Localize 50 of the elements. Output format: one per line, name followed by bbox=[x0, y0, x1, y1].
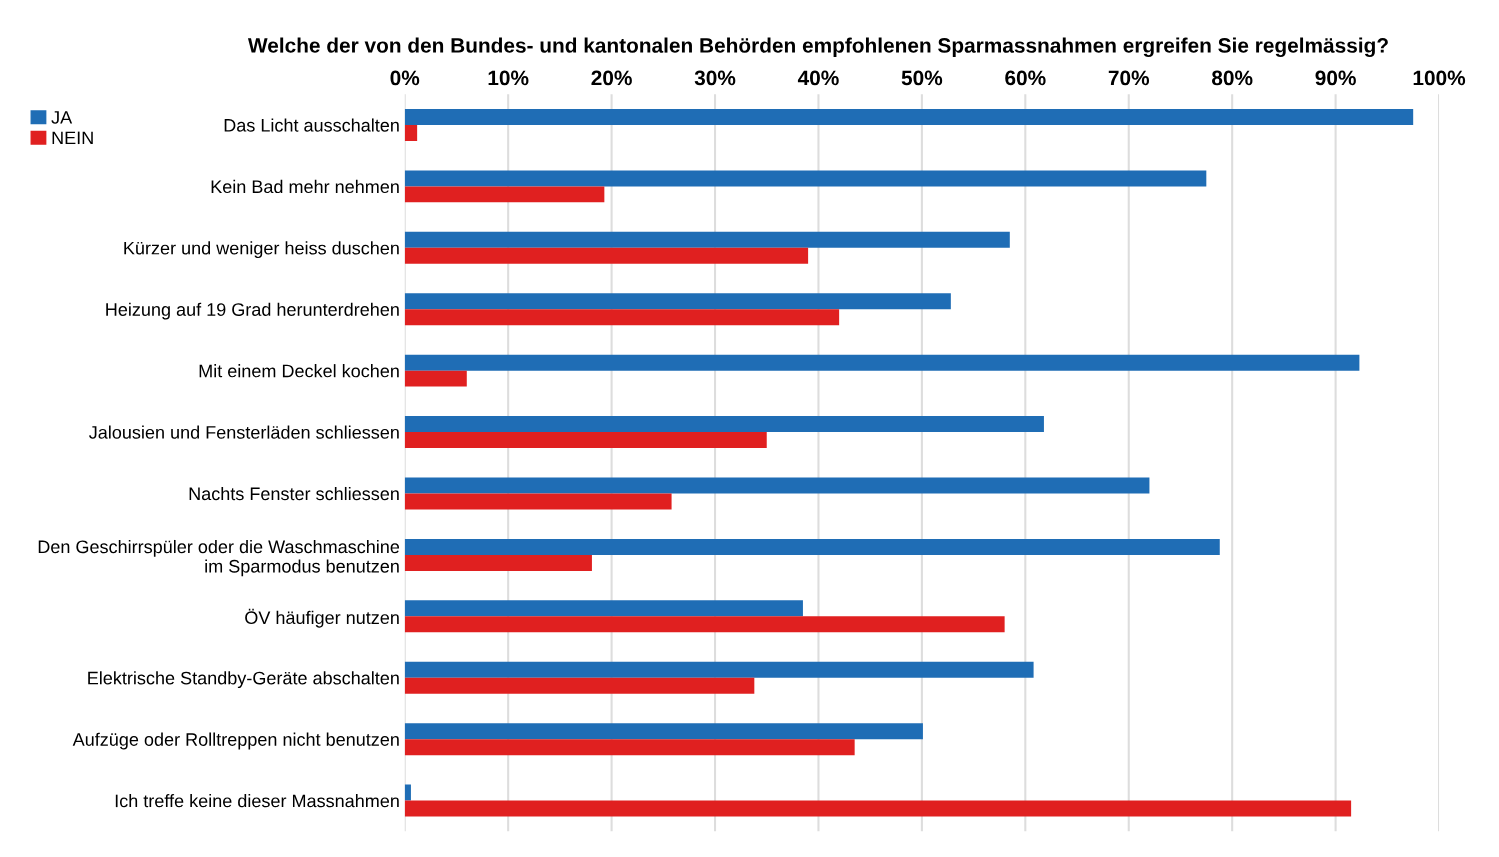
bar bbox=[404, 600, 803, 617]
bar bbox=[404, 677, 755, 694]
bar bbox=[404, 432, 767, 449]
x-tick-label: 80% bbox=[1211, 70, 1253, 86]
y-tick-label: Jalousien und Fensterläden schliessen bbox=[89, 425, 399, 439]
bar bbox=[404, 186, 605, 203]
bar bbox=[404, 554, 592, 571]
x-tick-label: 70% bbox=[1108, 70, 1150, 86]
y-tick-label: Aufzüge oder Rolltreppen nicht benutzen bbox=[72, 732, 399, 750]
x-tick-label: 20% bbox=[591, 70, 632, 86]
y-tick-label: Das Licht ausschalten bbox=[224, 118, 399, 132]
y-tick-label: ÖV häufiger nutzen bbox=[245, 608, 399, 628]
legend-label: JA bbox=[51, 111, 73, 124]
x-tick-label: 60% bbox=[1005, 70, 1046, 86]
bar bbox=[404, 800, 1352, 817]
bar bbox=[404, 170, 1207, 187]
legend-label: NEIN bbox=[52, 131, 93, 145]
x-tick-label: 100% bbox=[1413, 70, 1466, 86]
bar bbox=[404, 416, 1044, 433]
x-tick-label: 0% bbox=[390, 70, 420, 86]
x-tick-label: 90% bbox=[1315, 70, 1356, 86]
bar bbox=[404, 477, 1150, 494]
bar bbox=[404, 616, 1005, 633]
bar bbox=[404, 739, 855, 756]
x-tick-label: 50% bbox=[901, 70, 943, 86]
y-tick-label: Ich treffe keine dieser Massnahmen bbox=[115, 794, 399, 808]
bar bbox=[404, 309, 840, 326]
bar bbox=[404, 370, 467, 387]
bar bbox=[404, 124, 418, 141]
y-tick-label: Heizung auf 19 Grad herunterdrehen bbox=[106, 302, 399, 320]
x-tick-label: 10% bbox=[488, 70, 529, 86]
bar bbox=[404, 723, 923, 740]
y-tick-label: Den Geschirrspüler oder die Waschmaschine im Sparmodus benutzen bbox=[38, 539, 400, 577]
bar bbox=[404, 538, 1220, 555]
y-tick-label: Kein Bad mehr nehmen bbox=[211, 179, 399, 194]
x-tick-label: 30% bbox=[694, 70, 736, 86]
bar bbox=[404, 293, 951, 310]
bar bbox=[404, 784, 411, 801]
bar bbox=[404, 354, 1360, 371]
bar bbox=[404, 661, 1034, 678]
bar bbox=[404, 231, 1010, 248]
x-tick-label: 40% bbox=[797, 70, 839, 86]
y-tick-label: Kürzer und weniger heiss duschen bbox=[124, 241, 399, 259]
bar bbox=[404, 247, 809, 264]
y-tick-label: Elektrische Standby-Geräte abschalten bbox=[88, 671, 399, 689]
chart-title: Welche der von den Bundes- und kantonalen Behörden empfohlenen Sparmassnahmen ergreifen Sie regelmässig? bbox=[247, 37, 1388, 58]
y-tick-label: Nachts Fenster schliessen bbox=[189, 486, 399, 501]
y-tick-label: Mit einem Deckel kochen bbox=[199, 364, 399, 378]
bar bbox=[404, 109, 1414, 125]
bar bbox=[404, 493, 672, 510]
